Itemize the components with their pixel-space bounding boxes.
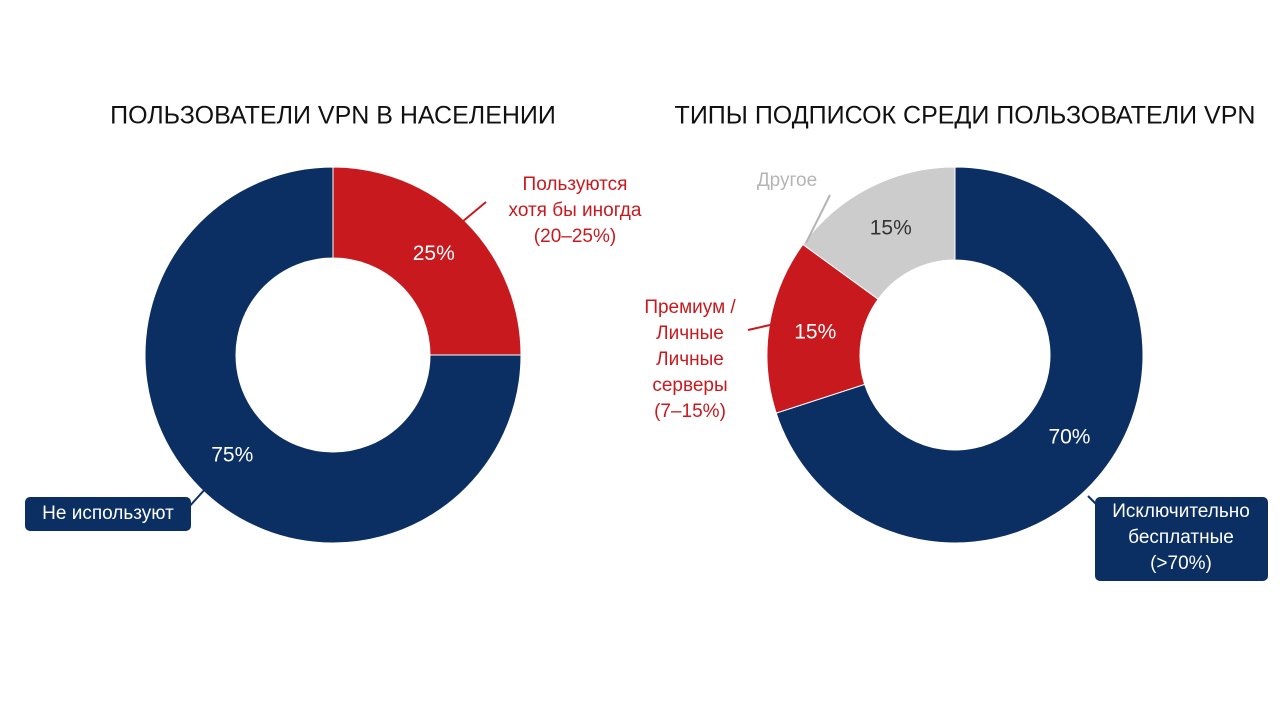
category-label: Личные bbox=[656, 323, 724, 344]
leader-line bbox=[187, 486, 208, 509]
leader-line bbox=[461, 201, 487, 223]
category-label: Исключительно bbox=[1112, 501, 1250, 522]
category-label: (>70%) bbox=[1150, 553, 1212, 574]
category-label: бесплатные bbox=[1128, 527, 1234, 548]
category-label: серверы bbox=[652, 375, 727, 396]
donut-segment bbox=[802, 166, 956, 300]
leader-line bbox=[805, 194, 831, 244]
category-label: Не используют bbox=[42, 503, 174, 524]
donut-segment bbox=[332, 166, 522, 356]
donut-segment bbox=[144, 166, 522, 544]
value-label: 15% bbox=[870, 216, 912, 239]
category-label: (7–15%) bbox=[654, 401, 726, 422]
leader-line bbox=[1087, 495, 1099, 507]
value-label: 75% bbox=[211, 443, 253, 466]
category-label: Другое bbox=[757, 170, 817, 191]
category-label: Личные bbox=[656, 349, 724, 370]
donut-segment bbox=[775, 166, 1144, 544]
category-label: Пользуются bbox=[523, 174, 628, 195]
label-box bbox=[1095, 497, 1268, 581]
category-label: (20–25%) bbox=[534, 226, 616, 247]
label-box bbox=[25, 497, 191, 531]
leader-line bbox=[747, 324, 771, 331]
value-label: 15% bbox=[794, 320, 836, 343]
chart-title: ТИПЫ ПОДПИСОК СРЕДИ ПОЛЬЗОВАТЕЛИ VPN bbox=[675, 102, 1256, 130]
category-label: хотя бы иногда bbox=[509, 200, 642, 221]
chart-title: ПОЛЬЗОВАТЕЛИ VPN В НАСЕЛЕНИИ bbox=[110, 102, 556, 130]
value-label: 70% bbox=[1048, 426, 1090, 449]
category-label: Премиум / bbox=[644, 297, 736, 318]
value-label: 25% bbox=[413, 242, 455, 265]
